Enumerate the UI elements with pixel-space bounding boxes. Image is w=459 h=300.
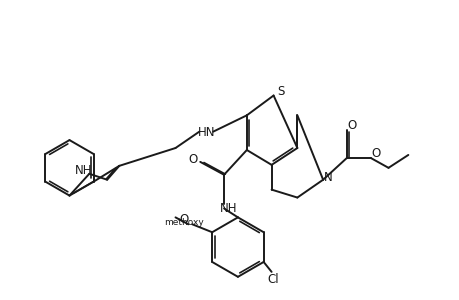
Text: methoxy: methoxy <box>164 218 204 227</box>
Text: HN: HN <box>197 126 214 139</box>
Text: O: O <box>370 148 380 160</box>
Text: Cl: Cl <box>267 273 279 286</box>
Text: N: N <box>323 171 332 184</box>
Text: NH: NH <box>74 164 92 177</box>
Text: O: O <box>347 119 356 132</box>
Text: O: O <box>188 153 197 167</box>
Text: NH: NH <box>220 202 237 215</box>
Text: O: O <box>179 213 189 226</box>
Text: S: S <box>276 85 284 98</box>
